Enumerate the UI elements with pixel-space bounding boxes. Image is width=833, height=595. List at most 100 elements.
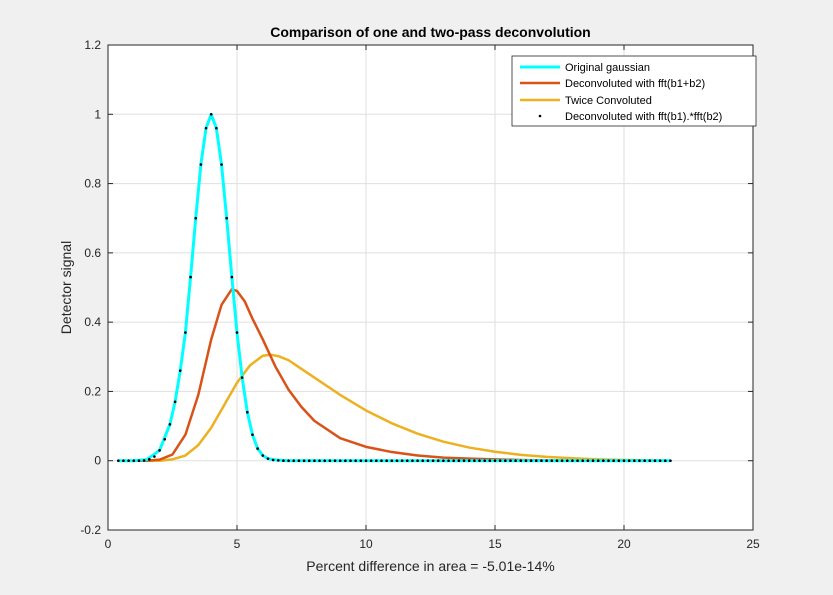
axes-box [107,44,754,531]
legend-entry-original-gaussian: Original gaussian [520,62,650,74]
data-point [380,459,383,463]
data-point [158,449,161,452]
data-point [338,459,342,463]
y-tick-label: 0 [94,454,101,468]
series-line [118,353,671,462]
data-point [421,459,425,463]
data-point [230,275,234,279]
data-point [199,163,203,166]
data-point [235,331,239,334]
data-point [209,112,213,116]
legend-marker [538,114,542,118]
data-point [385,459,388,463]
data-point [215,126,218,130]
y-tick-label: 1 [94,107,101,121]
data-point [251,433,254,437]
data-point [153,455,156,458]
data-point [519,459,523,463]
data-point [359,459,363,463]
data-point [364,459,368,463]
data-point [132,459,136,463]
data-point [586,459,590,463]
legend-label: Original gaussian [565,62,650,74]
data-point [581,459,585,463]
data-point [117,459,120,463]
data-point [395,459,399,463]
data-point [612,459,615,463]
data-point [622,459,626,463]
data-point [375,459,378,463]
data-point [534,459,538,463]
data-point [633,459,636,463]
data-point [266,457,270,460]
data-point [178,369,182,372]
data-point [354,459,357,463]
data-point [462,459,466,463]
legend-label: Deconvoluted with fft(b1).*fft(b2) [565,111,722,123]
data-point [478,459,481,463]
data-point [669,459,672,463]
data-point [220,163,223,166]
y-tick-label: 1.2 [84,38,101,52]
data-point [302,459,306,463]
data-point [240,376,244,379]
data-point [447,459,450,463]
data-point [276,459,280,462]
data-point [488,459,492,463]
data-point [318,459,321,463]
x-tick-label: 20 [617,537,631,551]
data-point [411,459,414,463]
data-point [555,459,559,463]
data-point [576,459,579,463]
data-point [256,447,259,450]
data-point [292,459,296,463]
data-point [504,459,507,463]
data-point [514,459,517,463]
y-tick-label: -0.2 [80,523,101,537]
x-tick-label: 25 [746,537,760,551]
data-point [147,458,151,461]
data-point [246,410,249,414]
x-tick-label: 10 [359,537,373,551]
data-point [602,459,605,463]
data-point [225,216,228,220]
legend: Original gaussian Deconvoluted with fft(… [511,55,757,127]
data-point [473,459,476,463]
x-axis-label: Percent difference in area = -5.01e-14% [306,558,554,574]
data-point [565,459,569,463]
data-point [627,459,631,463]
y-tick-label: 0.2 [84,384,101,398]
data-point [529,459,533,463]
x-tick-label: 0 [105,537,112,551]
data-point [204,126,208,130]
data-point [328,459,332,463]
grid-lines [108,45,753,530]
data-point [369,459,373,463]
data-point [545,459,548,463]
data-point [591,459,595,463]
data-point [431,459,435,463]
data-point [493,459,497,463]
data-point [560,459,564,463]
data-point [648,459,652,463]
data-point [416,459,419,463]
data-point [127,459,130,463]
data-point [540,459,543,463]
data-point [467,459,471,463]
data-point [483,459,486,463]
data-point [658,459,662,463]
data-point [271,458,275,462]
legend-label: Twice Convoluted [565,95,652,107]
tick-labels: 0 5 10 15 20 25 -0.2 0 0.2 0.4 0.6 0.8 1 1.2 [80,38,760,551]
x-tick-label: 15 [488,537,502,551]
data-point [663,459,667,463]
y-tick-label: 0.4 [84,315,101,329]
series-layer [117,112,672,463]
y-tick-label: 0.8 [84,177,101,191]
data-point [405,459,409,463]
data-point [194,216,198,220]
data-point [313,459,316,463]
data-point [452,459,456,463]
data-point [498,459,502,463]
